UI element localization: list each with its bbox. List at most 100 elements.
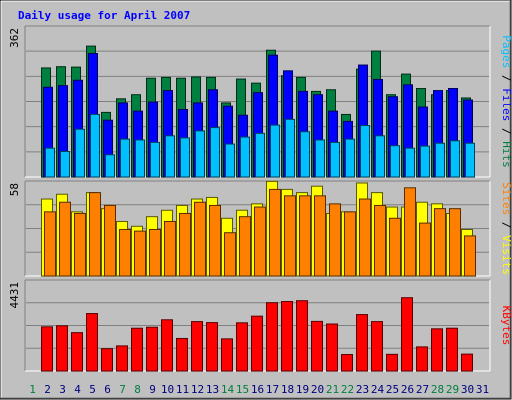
bar-pages-day-23: [360, 125, 370, 178]
bar-kbytes-day-25: [386, 353, 398, 372]
bar-pages-day-20: [315, 139, 325, 178]
x-tick-label: 23: [356, 383, 369, 396]
bar-kbytes-day-26: [401, 297, 413, 372]
x-tick-label: 9: [149, 383, 156, 396]
bar-pages-day-27: [420, 145, 430, 178]
bar-sites-day-28: [434, 208, 446, 277]
bar-pages-day-6: [105, 154, 115, 178]
bar-sites-day-25: [389, 217, 401, 277]
x-tick-label: 30: [461, 383, 474, 396]
x-tick-label: 13: [206, 383, 219, 396]
bar-kbytes-day-23: [356, 314, 368, 372]
bar-kbytes-day-9: [146, 326, 158, 372]
x-tick-label: 16: [251, 383, 264, 396]
bar-kbytes-day-27: [416, 346, 428, 372]
x-tick-label: 27: [416, 383, 429, 396]
bar-kbytes-day-10: [161, 319, 173, 372]
bar-kbytes-day-18: [281, 301, 293, 372]
x-tick-label: 14: [221, 383, 235, 396]
legend-pages: Pages: [500, 35, 512, 68]
bar-pages-day-22: [345, 138, 355, 178]
bar-pages-day-4: [75, 128, 85, 178]
bar-sites-day-16: [254, 206, 266, 277]
x-tick-label: 21: [326, 383, 339, 396]
bar-kbytes-day-4: [71, 332, 83, 372]
bar-pages-day-8: [135, 139, 145, 178]
bar-kbytes-day-17: [266, 302, 278, 372]
bar-pages-day-25: [390, 145, 400, 178]
x-tick-label: 24: [371, 383, 385, 396]
bar-sites-day-9: [149, 229, 161, 277]
bar-kbytes-day-11: [176, 337, 188, 372]
bar-kbytes-day-6: [101, 348, 113, 372]
bar-kbytes-day-14: [221, 338, 233, 372]
bar-pages-day-30: [465, 142, 475, 178]
bar-kbytes-day-20: [311, 320, 323, 372]
bar-pages-day-12: [195, 130, 205, 178]
x-tick-label: 4: [74, 383, 81, 396]
bar-pages-day-3: [60, 150, 70, 178]
bar-sites-day-15: [239, 216, 251, 277]
legend-separator: /: [500, 121, 512, 141]
legend-hits: Hits: [500, 141, 512, 168]
bar-sites-day-6: [104, 204, 116, 277]
bar-pages-day-9: [150, 141, 160, 178]
x-tick-label: 25: [386, 383, 399, 396]
bar-kbytes-day-29: [446, 327, 458, 372]
bar-sites-day-12: [194, 201, 206, 277]
bar-kbytes-day-15: [236, 322, 248, 372]
x-tick-label: 11: [176, 383, 189, 396]
chart-panels: 362 Pages / Files / Hits 58 Sites / Visits 4…: [8, 25, 512, 372]
y-max-label: 362: [8, 28, 21, 48]
bar-kbytes-day-21: [326, 323, 338, 372]
bar-sites-day-24: [374, 204, 386, 277]
bar-pages-day-21: [330, 141, 340, 178]
legend-visits: Visits: [500, 235, 512, 275]
x-tick-label: 18: [281, 383, 294, 396]
legend-separator: /: [500, 68, 512, 88]
panel-hits-files-pages: 362 Pages / Files / Hits: [8, 25, 512, 178]
bar-sites-day-29: [449, 208, 461, 277]
bar-kbytes-day-22: [341, 354, 353, 372]
bar-kbytes-day-28: [431, 328, 443, 372]
bar-pages-day-18: [285, 118, 295, 178]
bar-pages-day-26: [405, 147, 415, 178]
x-tick-label: 6: [104, 383, 111, 396]
bar-kbytes-day-12: [191, 321, 203, 372]
legend-kbytes: KBytes: [500, 306, 512, 346]
x-tick-label: 2: [44, 383, 51, 396]
series-legend: Pages / Files / Hits: [500, 35, 512, 168]
bar-kbytes-day-19: [296, 300, 308, 372]
bar-kbytes-day-5: [86, 313, 98, 372]
x-tick-label: 7: [119, 383, 126, 396]
bar-sites-day-19: [299, 195, 311, 277]
x-tick-label: 3: [59, 383, 66, 396]
bar-sites-day-11: [179, 212, 191, 277]
x-axis-labels: 1 2 3 4 5 6 7 8 9 10 11 12 13 14 15 16 17 18 19 20 21 22 23 24 2…: [29, 383, 489, 396]
x-tick-label: 17: [266, 383, 279, 396]
bar-sites-day-30: [464, 235, 476, 277]
bar-sites-day-8: [134, 230, 146, 277]
bar-kbytes-day-13: [206, 322, 218, 372]
x-tick-label: 10: [161, 383, 174, 396]
bar-sites-day-10: [164, 220, 176, 277]
y-max-label: 4431: [8, 282, 21, 309]
bar-pages-day-10: [165, 135, 175, 178]
bar-sites-day-17: [269, 188, 281, 277]
bar-kbytes-day-7: [116, 345, 128, 372]
bar-kbytes-day-16: [251, 315, 263, 372]
x-tick-label: 12: [191, 383, 204, 396]
bar-sites-day-2: [44, 211, 56, 277]
bar-sites-day-4: [74, 212, 86, 277]
bar-pages-day-13: [210, 127, 220, 178]
bar-sites-day-21: [329, 203, 341, 277]
bar-sites-day-23: [359, 198, 371, 277]
bar-kbytes-day-24: [371, 321, 383, 372]
bar-sites-day-14: [224, 232, 236, 277]
bar-pages-day-7: [120, 138, 130, 178]
x-tick-label: 1: [29, 383, 36, 396]
bar-pages-day-16: [255, 132, 265, 178]
bar-sites-day-26: [404, 187, 416, 277]
x-tick-label: 31: [476, 383, 489, 396]
